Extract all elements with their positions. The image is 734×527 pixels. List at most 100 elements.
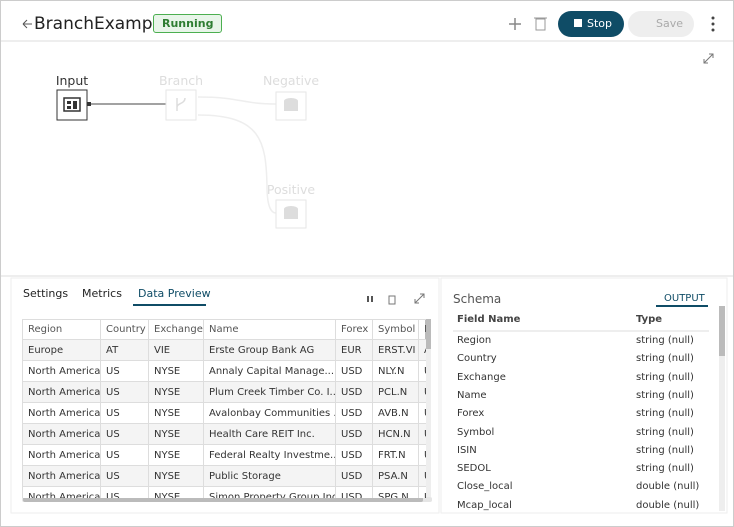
schema-cell: Country: [457, 353, 497, 365]
table-cell: NYSE: [149, 487, 204, 498]
table-cell: NYSE: [149, 424, 204, 445]
table-cell: U: [419, 466, 426, 487]
column-header: I: [419, 320, 426, 340]
title: BranchExample: [34, 14, 168, 34]
schema-cell: Region: [457, 335, 492, 346]
table-cell: NYSE: [149, 382, 204, 403]
column-header: Name: [204, 320, 336, 340]
table-cell: North America: [23, 403, 101, 424]
schema-cell: string (null): [636, 335, 694, 346]
schema-cell: double (null): [636, 481, 700, 493]
schema-cell: Mcap_local: [457, 499, 512, 511]
table-cell: US: [101, 424, 149, 445]
column-header: Symbol: [373, 320, 419, 340]
schema-cell: string (null): [636, 444, 694, 456]
save-label: Save: [656, 17, 684, 30]
table-cell: SPG.N: [373, 487, 419, 498]
column-header: Country: [101, 320, 149, 340]
table-cell: AT: [101, 340, 149, 361]
table-cell: Federal Realty Investme...: [204, 445, 336, 466]
node-label: Negative: [262, 73, 320, 88]
table-cell: Plum Creek Timber Co. I...: [204, 382, 336, 403]
table-cell: North America: [23, 445, 101, 466]
input-node[interactable]: [56, 89, 88, 121]
table-cell: US: [101, 466, 149, 487]
add-icon[interactable]: [509, 18, 521, 30]
table-cell: USD: [336, 424, 373, 445]
table-cell: US: [101, 445, 149, 466]
node-label: Positive: [266, 182, 316, 197]
table-cell: NLY.N: [373, 361, 419, 382]
table-cell: EUR: [336, 340, 373, 361]
table-cell: USD: [336, 445, 373, 466]
table-cell: US: [101, 403, 149, 424]
stop-icon: [574, 19, 582, 27]
table-cell: HCN.N: [373, 424, 419, 445]
schema-header: Field Name: [457, 314, 521, 325]
table-cell: North America: [23, 382, 101, 403]
table-cell: U: [419, 445, 426, 466]
table-cell: U: [419, 403, 426, 424]
table-cell: NYSE: [149, 445, 204, 466]
table-cell: U: [419, 361, 426, 382]
table-cell: Annaly Capital Manage...: [204, 361, 336, 382]
schema-header: Type: [636, 314, 663, 325]
node-label: Input: [55, 73, 89, 88]
schema-cell: string (null): [636, 389, 694, 401]
table-cell: USD: [336, 361, 373, 382]
branch-node[interactable]: [165, 89, 197, 121]
table-cell: U: [419, 487, 426, 498]
column-header: Exchange: [149, 320, 204, 340]
schema-cell: string (null): [636, 463, 694, 475]
table-cell: US: [101, 361, 149, 382]
table-cell: Health Care REIT Inc.: [204, 424, 336, 445]
table-cell: Erste Group Bank AG: [204, 340, 336, 361]
table-cell: Simon Property Group Inc.: [204, 487, 336, 498]
save-button[interactable]: [628, 11, 694, 37]
table-cell: US: [101, 382, 149, 403]
schema-tab[interactable]: OUTPUT: [664, 293, 705, 304]
table-cell: NYSE: [149, 361, 204, 382]
schema-cell: ISIN: [457, 444, 477, 456]
column-header: Region: [23, 320, 101, 340]
schema-cell: Symbol: [457, 426, 495, 438]
column-header: Forex: [336, 320, 373, 340]
stop-button[interactable]: [558, 11, 624, 37]
table-cell: North America: [23, 424, 101, 445]
table-cell: Avalonbay Communities ...: [204, 403, 336, 424]
table-cell: USD: [336, 466, 373, 487]
negative-node[interactable]: [275, 91, 307, 121]
table-cell: Public Storage: [204, 466, 336, 487]
delete-icon[interactable]: [535, 18, 546, 31]
tab[interactable]: Metrics: [82, 287, 122, 300]
schema-cell: Forex: [457, 408, 485, 420]
table-cell: U: [419, 424, 426, 445]
table-cell: US: [101, 487, 149, 498]
back-icon[interactable]: [22, 19, 32, 29]
status-badge: Running: [153, 14, 223, 33]
tab[interactable]: Data Preview: [138, 287, 211, 300]
table-cell: USD: [336, 487, 373, 498]
table-cell: A: [419, 340, 426, 361]
table-cell: U: [419, 382, 426, 403]
table-cell: USD: [336, 382, 373, 403]
table-cell: ERST.VI: [373, 340, 419, 361]
table-cell: AVB.N: [373, 403, 419, 424]
schema-cell: string (null): [636, 353, 694, 365]
table-cell: Europe: [23, 340, 101, 361]
table-cell: North America: [23, 361, 101, 382]
node-label: Branch: [158, 73, 204, 88]
schema-cell: Name: [457, 389, 487, 401]
schema-cell: string (null): [636, 408, 694, 420]
table-cell: NYSE: [149, 403, 204, 424]
schema-cell: double (null): [636, 499, 700, 511]
table-cell: FRT.N: [373, 445, 419, 466]
tab[interactable]: Settings: [23, 287, 69, 300]
table-cell: North America: [23, 466, 101, 487]
schema-cell: Exchange: [457, 371, 506, 383]
schema-cell: string (null): [636, 426, 694, 438]
h-scrollbar[interactable]: [23, 497, 423, 502]
schema-cell: SEDOL: [457, 463, 491, 475]
